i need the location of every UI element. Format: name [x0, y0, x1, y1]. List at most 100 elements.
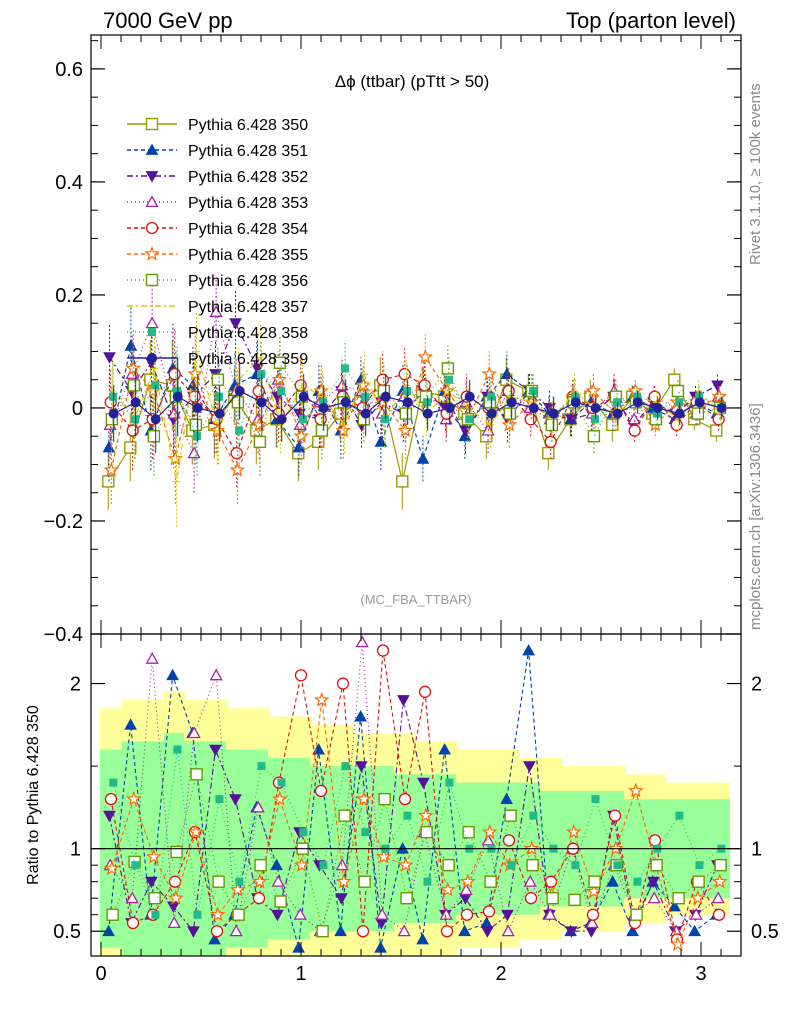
- ratio-point: [440, 925, 454, 938]
- legend-label: Pythia 6.428 357: [188, 299, 308, 316]
- data-point: [423, 398, 432, 407]
- data-point: [273, 356, 287, 369]
- ratio-point: [418, 685, 432, 698]
- data-point: [396, 475, 409, 488]
- data-point: [361, 392, 370, 401]
- data-point: [124, 339, 138, 351]
- ratio-point: [606, 875, 619, 887]
- ratio-plot-panel: 0.5 0.5 1 1 2 2 0 1 2 3 Ratio to Pythia 6.428 350: [25, 633, 779, 985]
- ratio-point: [131, 861, 140, 870]
- ratio-point: [190, 768, 203, 781]
- legend-marker: [145, 195, 159, 208]
- data-point: [256, 397, 267, 408]
- data-point: [251, 416, 268, 432]
- ratio-point: [235, 877, 244, 886]
- data-point: [229, 461, 246, 477]
- data-point: [276, 414, 287, 425]
- data-point: [103, 352, 116, 364]
- legend-item-10: Pythia 6.428 359: [127, 351, 308, 368]
- data-point: [439, 382, 456, 398]
- data-point: [231, 396, 245, 409]
- data-point: [548, 408, 559, 419]
- data-point: [674, 408, 685, 419]
- data-point: [710, 424, 723, 437]
- ratio-point: [526, 858, 539, 872]
- ratio-point: [648, 834, 662, 847]
- ratio-point: [586, 883, 602, 899]
- ratio-point: [146, 848, 162, 864]
- data-point: [189, 418, 203, 432]
- data-point: [234, 386, 245, 397]
- ratio-point: [481, 926, 494, 938]
- ratio-point: [438, 743, 451, 755]
- data-point: [109, 392, 118, 401]
- ratio-point: [109, 778, 118, 787]
- data-point: [215, 392, 224, 401]
- ratio-y-tick-label: 2: [70, 674, 81, 696]
- data-point: [127, 379, 141, 392]
- data-point: [126, 424, 139, 437]
- data-point: [102, 440, 116, 453]
- legend-label: Pythia 6.428 356: [188, 273, 308, 290]
- legend-marker: [145, 273, 159, 287]
- ratio-point: [188, 824, 204, 839]
- y-tick-label: −0.2: [44, 511, 83, 533]
- legend-label: Pythia 6.428 353: [188, 195, 308, 212]
- ratio-point: [613, 861, 622, 870]
- ratio-point: [126, 790, 142, 806]
- ratio-point: [712, 873, 728, 889]
- ratio-point: [417, 777, 430, 790]
- legend-item-8: Pythia 6.428 357: [127, 299, 308, 316]
- data-point: [103, 461, 120, 477]
- ratio-y-tick-label-right: 1: [751, 839, 762, 861]
- ratio-point: [544, 875, 558, 888]
- data-point: [652, 402, 663, 413]
- ratio-point: [356, 790, 372, 806]
- series-9: [109, 340, 726, 476]
- data-point: [502, 384, 515, 398]
- ratio-point: [507, 861, 516, 870]
- data-point: [487, 392, 496, 401]
- ratio-point: [459, 883, 473, 895]
- legend-marker: [145, 117, 159, 131]
- ratio-point: [501, 924, 515, 937]
- data-point: [145, 316, 159, 329]
- ratio-point: [400, 892, 413, 905]
- ratio-point: [148, 892, 161, 905]
- data-point: [570, 397, 581, 408]
- legend-marker: [145, 143, 159, 155]
- ratio-point: [125, 891, 139, 904]
- ratio-y-tick-label: 1: [70, 839, 81, 861]
- data-point: [235, 426, 244, 435]
- data-point: [252, 384, 265, 398]
- ratio-point: [170, 845, 183, 859]
- ratio-point: [586, 908, 600, 921]
- ratio-point: [501, 909, 514, 922]
- ratio-point: [294, 669, 308, 682]
- ratio-point: [502, 834, 516, 847]
- data-point: [403, 387, 412, 396]
- ratio-point: [397, 924, 411, 937]
- legend-marker: [145, 221, 159, 235]
- ratio-point: [145, 651, 159, 664]
- ratio-point: [103, 810, 116, 823]
- ratio-point: [416, 932, 429, 945]
- legend-marker: [147, 353, 157, 363]
- ratio-point: [585, 916, 599, 929]
- x-tick-label: 0: [95, 963, 106, 985]
- y-tick-label: 0: [72, 398, 83, 420]
- data-point: [444, 402, 455, 413]
- data-point: [271, 371, 288, 387]
- data-point: [422, 408, 433, 419]
- y-tick-label: 0.4: [55, 172, 83, 194]
- data-point: [315, 424, 329, 437]
- data-point: [500, 367, 514, 379]
- ratio-y-tick-label-right: 2: [751, 674, 762, 696]
- data-point: [503, 407, 517, 420]
- ratio-point: [398, 857, 414, 872]
- ratio-point: [546, 892, 559, 905]
- ratio-point: [314, 691, 330, 707]
- main-data-layer: [102, 277, 728, 527]
- data-point: [102, 475, 115, 488]
- ratio-point: [210, 925, 224, 938]
